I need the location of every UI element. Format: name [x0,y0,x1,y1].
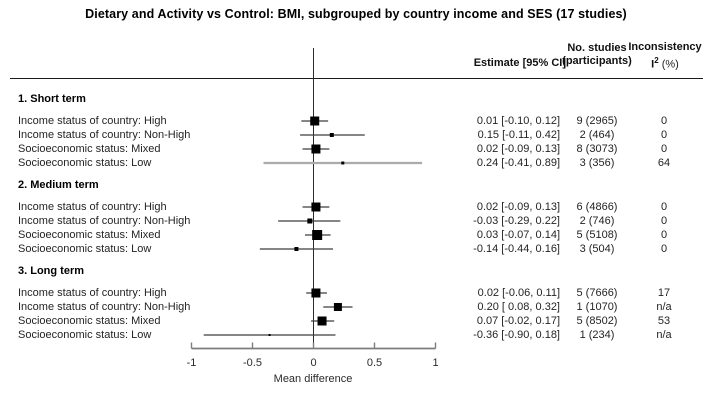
column-header-studies-line2: (participants) [562,55,632,67]
row-label: Socioeconomic status: Low [18,157,152,169]
column-header-inconsistency: Inconsistency I2 (%) [613,41,712,72]
point-estimate-marker [311,144,321,154]
point-estimate-marker [341,161,345,165]
row-inconsistency-i2: n/a [656,329,672,341]
row-label: Socioeconomic status: Low [18,329,152,341]
row-studies-participants: 5 (5108) [576,229,618,241]
row-label: Socioeconomic status: Mixed [18,315,161,327]
row-studies-participants: 2 (746) [579,215,615,227]
column-header-estimate: Estimate [95% CI] [473,57,566,69]
row-label: Income status of country: High [18,201,167,213]
row-inconsistency-i2: 17 [657,287,671,299]
row-label: Income status of country: Non-High [18,129,191,141]
row-label: Income status of country: High [18,115,167,127]
row-label: Income status of country: High [18,287,167,299]
row-estimate-ci: 0.02 [-0.09, 0.13] [476,201,560,213]
row-inconsistency-i2: n/a [656,301,672,313]
subgroup-heading: 2. Medium term [18,179,99,191]
point-estimate-marker [311,288,321,298]
row-label: Socioeconomic status: Mixed [18,143,161,155]
row-estimate-ci: 0.01 [-0.10, 0.12] [476,115,560,127]
subgroup-heading: 1. Short term [18,93,86,105]
row-estimate-ci: 0.02 [-0.09, 0.13] [476,143,560,155]
row-inconsistency-i2: 0 [660,143,668,155]
point-estimate-marker [317,316,327,326]
row-estimate-ci: 0.20 [ 0.08, 0.32] [477,301,560,313]
row-studies-participants: 2 (464) [579,129,615,141]
column-header-inconsistency-line1: Inconsistency [628,41,702,53]
row-inconsistency-i2: 0 [660,229,668,241]
chart-title: Dietary and Activity vs Control: BMI, su… [85,7,627,21]
row-estimate-ci: 0.02 [-0.06, 0.11] [477,287,560,299]
row-studies-participants: 1 (1070) [576,301,618,313]
subgroup-heading: 3. Long term [18,265,85,277]
row-studies-participants: 5 (8502) [576,315,618,327]
row-inconsistency-i2: 0 [660,115,668,127]
row-estimate-ci: 0.15 [-0.11, 0.42] [477,129,560,141]
row-estimate-ci: 0.03 [-0.07, 0.14] [476,229,560,241]
row-studies-participants: 5 (7666) [576,287,618,299]
point-estimate-marker [268,334,271,336]
row-studies-participants: 8 (3073) [576,143,618,155]
row-studies-participants: 3 (356) [579,157,615,169]
row-estimate-ci: -0.36 [-0.90, 0.18] [473,329,560,341]
x-axis-tick-label: 1 [432,357,439,369]
row-studies-participants: 9 (2965) [576,115,618,127]
x-axis-title: Mean difference [273,373,353,385]
point-estimate-marker [312,230,323,240]
x-axis-tick-label: 0.5 [366,357,383,369]
row-inconsistency-i2: 0 [660,243,668,255]
point-estimate-marker [311,202,321,212]
i-squared-label: I2 (%) [651,56,679,71]
point-estimate-marker [333,303,342,311]
row-label: Socioeconomic status: Low [18,243,152,255]
point-estimate-marker [329,133,334,137]
row-inconsistency-i2: 0 [660,201,668,213]
column-header-studies: No. studies (participants) [545,42,649,68]
row-label: Income status of country: Non-High [18,215,191,227]
point-estimate-marker [310,116,320,126]
row-studies-participants: 6 (4866) [576,201,618,213]
row-studies-participants: 1 (234) [579,329,615,341]
row-studies-participants: 3 (504) [579,243,615,255]
row-estimate-ci: -0.14 [-0.44, 0.16] [473,243,560,255]
row-label: Socioeconomic status: Mixed [18,229,161,241]
x-axis-tick-label: -0.5 [243,357,262,369]
row-inconsistency-i2: 64 [657,157,671,169]
x-axis-tick-label: -1 [186,357,197,369]
row-label: Income status of country: Non-High [18,301,191,313]
row-estimate-ci: 0.24 [-0.41, 0.89] [476,157,560,169]
row-estimate-ci: 0.07 [-0.02, 0.17] [476,315,560,327]
row-inconsistency-i2: 0 [660,215,668,227]
row-inconsistency-i2: 53 [657,315,671,327]
x-axis-tick-label: 0 [310,357,317,369]
column-header-studies-line1: No. studies [567,42,627,54]
point-estimate-marker [294,247,299,251]
point-estimate-marker [307,218,313,224]
row-estimate-ci: -0.03 [-0.29, 0.22] [473,215,560,227]
row-inconsistency-i2: 0 [660,129,668,141]
